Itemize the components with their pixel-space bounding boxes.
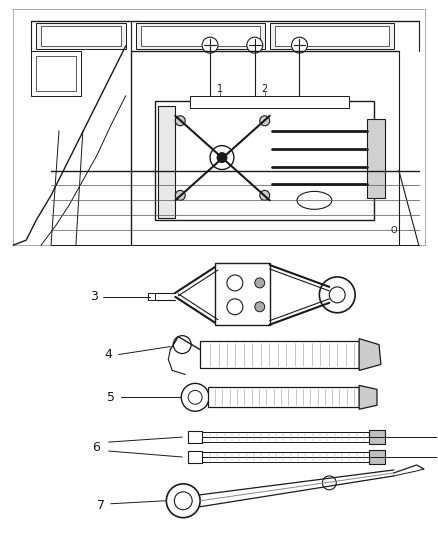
Circle shape xyxy=(255,302,265,312)
Polygon shape xyxy=(135,23,265,49)
Polygon shape xyxy=(159,106,175,218)
Polygon shape xyxy=(275,26,389,46)
Bar xyxy=(190,96,349,108)
Bar xyxy=(188,451,202,463)
Circle shape xyxy=(175,116,185,126)
Circle shape xyxy=(319,277,355,313)
Bar xyxy=(13,10,425,245)
Circle shape xyxy=(292,37,307,53)
Polygon shape xyxy=(36,23,126,49)
Circle shape xyxy=(255,278,265,288)
Circle shape xyxy=(260,190,270,200)
Text: 2: 2 xyxy=(261,84,268,94)
Bar xyxy=(369,430,385,444)
Circle shape xyxy=(227,275,243,291)
Bar xyxy=(367,119,385,198)
Circle shape xyxy=(217,152,227,163)
Circle shape xyxy=(260,116,270,126)
Circle shape xyxy=(210,146,234,169)
Polygon shape xyxy=(359,385,377,409)
Circle shape xyxy=(227,299,243,315)
Text: 1: 1 xyxy=(217,84,223,94)
Text: O: O xyxy=(391,225,397,235)
Text: 4: 4 xyxy=(105,348,113,361)
Circle shape xyxy=(173,336,191,353)
Circle shape xyxy=(166,484,200,518)
Text: 5: 5 xyxy=(107,391,115,404)
Polygon shape xyxy=(359,338,381,370)
Bar xyxy=(188,431,202,443)
Ellipse shape xyxy=(297,191,332,209)
Bar xyxy=(369,450,385,464)
Circle shape xyxy=(322,476,336,490)
Circle shape xyxy=(181,383,209,411)
Circle shape xyxy=(329,287,345,303)
Circle shape xyxy=(247,37,263,53)
Bar xyxy=(215,263,270,325)
Text: 6: 6 xyxy=(92,441,100,454)
Circle shape xyxy=(174,492,192,510)
Polygon shape xyxy=(148,293,155,300)
Text: 7: 7 xyxy=(97,499,105,512)
Polygon shape xyxy=(200,341,359,368)
Polygon shape xyxy=(31,51,81,96)
Bar xyxy=(155,101,374,220)
Circle shape xyxy=(175,190,185,200)
Polygon shape xyxy=(270,23,394,49)
Polygon shape xyxy=(208,387,359,407)
Circle shape xyxy=(202,37,218,53)
Circle shape xyxy=(188,390,202,404)
Polygon shape xyxy=(41,26,120,46)
Text: 3: 3 xyxy=(90,290,98,303)
Polygon shape xyxy=(141,26,260,46)
Polygon shape xyxy=(36,56,76,91)
